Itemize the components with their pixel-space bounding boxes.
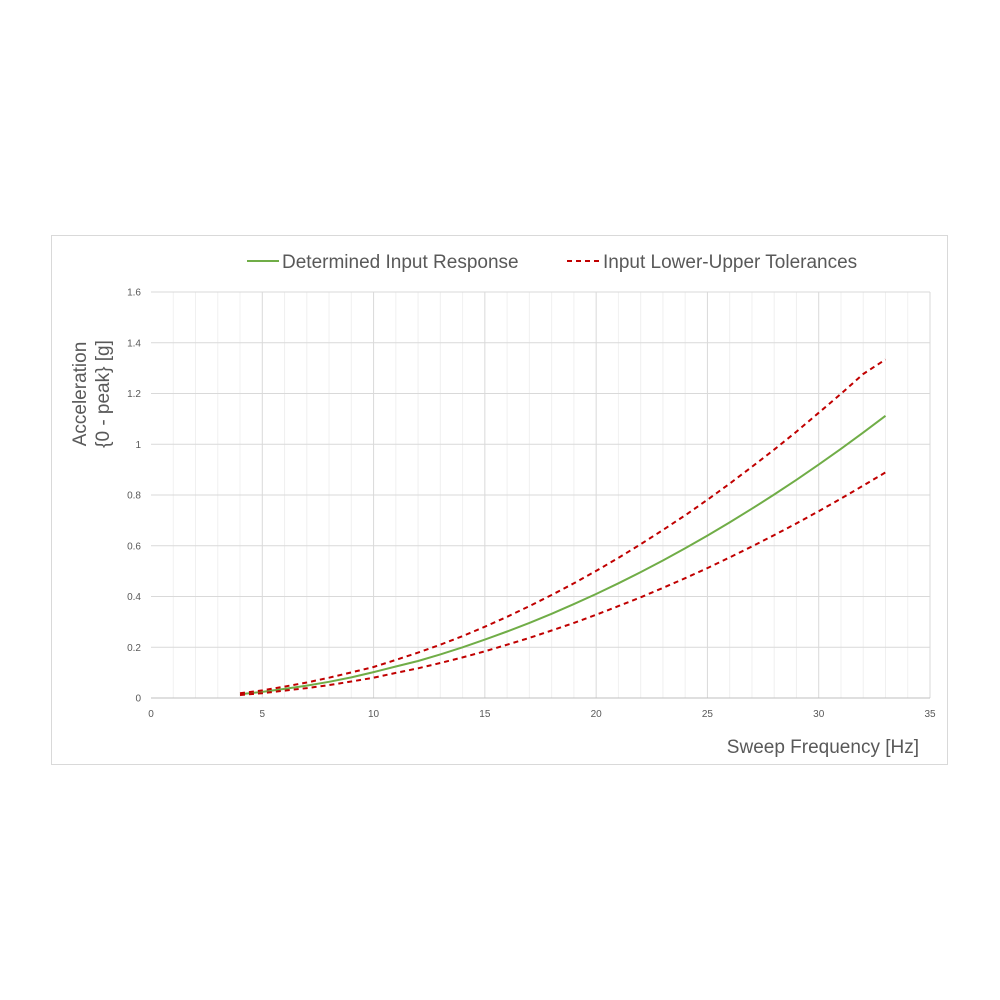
- y-tick-label: 0.2: [127, 643, 141, 654]
- y-tick-label: 1.6: [127, 288, 141, 299]
- x-tick-label: 25: [702, 709, 714, 720]
- legend-label-determined-input-response: Determined Input Response: [282, 252, 519, 273]
- y-axis-title-line1: Acceleration: [70, 342, 91, 447]
- x-tick-label: 10: [368, 709, 380, 720]
- x-tick-label: 35: [924, 709, 936, 720]
- y-tick-label: 1: [135, 440, 141, 451]
- x-tick-label: 30: [813, 709, 825, 720]
- legend-label-input-lower-upper-tolerances: Input Lower-Upper Tolerances: [603, 252, 857, 273]
- chart-svg: Determined Input Response Input Lower-Up…: [70, 252, 936, 758]
- series-layer: [239, 358, 887, 696]
- y-tick-label: 0.8: [127, 491, 141, 502]
- x-axis-title: Sweep Frequency [Hz]: [727, 737, 919, 758]
- series-tolerance-lower: [239, 471, 887, 696]
- y-tick-label: 0.6: [127, 541, 141, 552]
- x-tick-label: 15: [479, 709, 491, 720]
- y-tick-labels: 0 0.2 0.4 0.6 0.8 1 1.2 1.4 1.6: [127, 288, 141, 705]
- x-tick-label: 0: [148, 709, 154, 720]
- y-tick-label: 0.4: [127, 592, 141, 603]
- series-tolerance-upper: [239, 358, 887, 695]
- x-tick-label: 20: [591, 709, 603, 720]
- series-determined-input-response: [239, 415, 887, 696]
- x-tick-labels: 0 5 10 15 20 25 30 35: [148, 709, 936, 720]
- y-axis-title: Acceleration {0 - peak} [g]: [70, 340, 114, 448]
- legend: Determined Input Response Input Lower-Up…: [247, 252, 857, 273]
- y-tick-label: 1.2: [127, 389, 141, 400]
- y-axis-title-line2: {0 - peak} [g]: [93, 340, 114, 448]
- grid-major: [151, 291, 931, 698]
- y-tick-label: 0: [135, 694, 141, 705]
- x-tick-label: 5: [260, 709, 266, 720]
- y-tick-label: 1.4: [127, 338, 141, 349]
- chart-frame: Determined Input Response Input Lower-Up…: [51, 235, 948, 765]
